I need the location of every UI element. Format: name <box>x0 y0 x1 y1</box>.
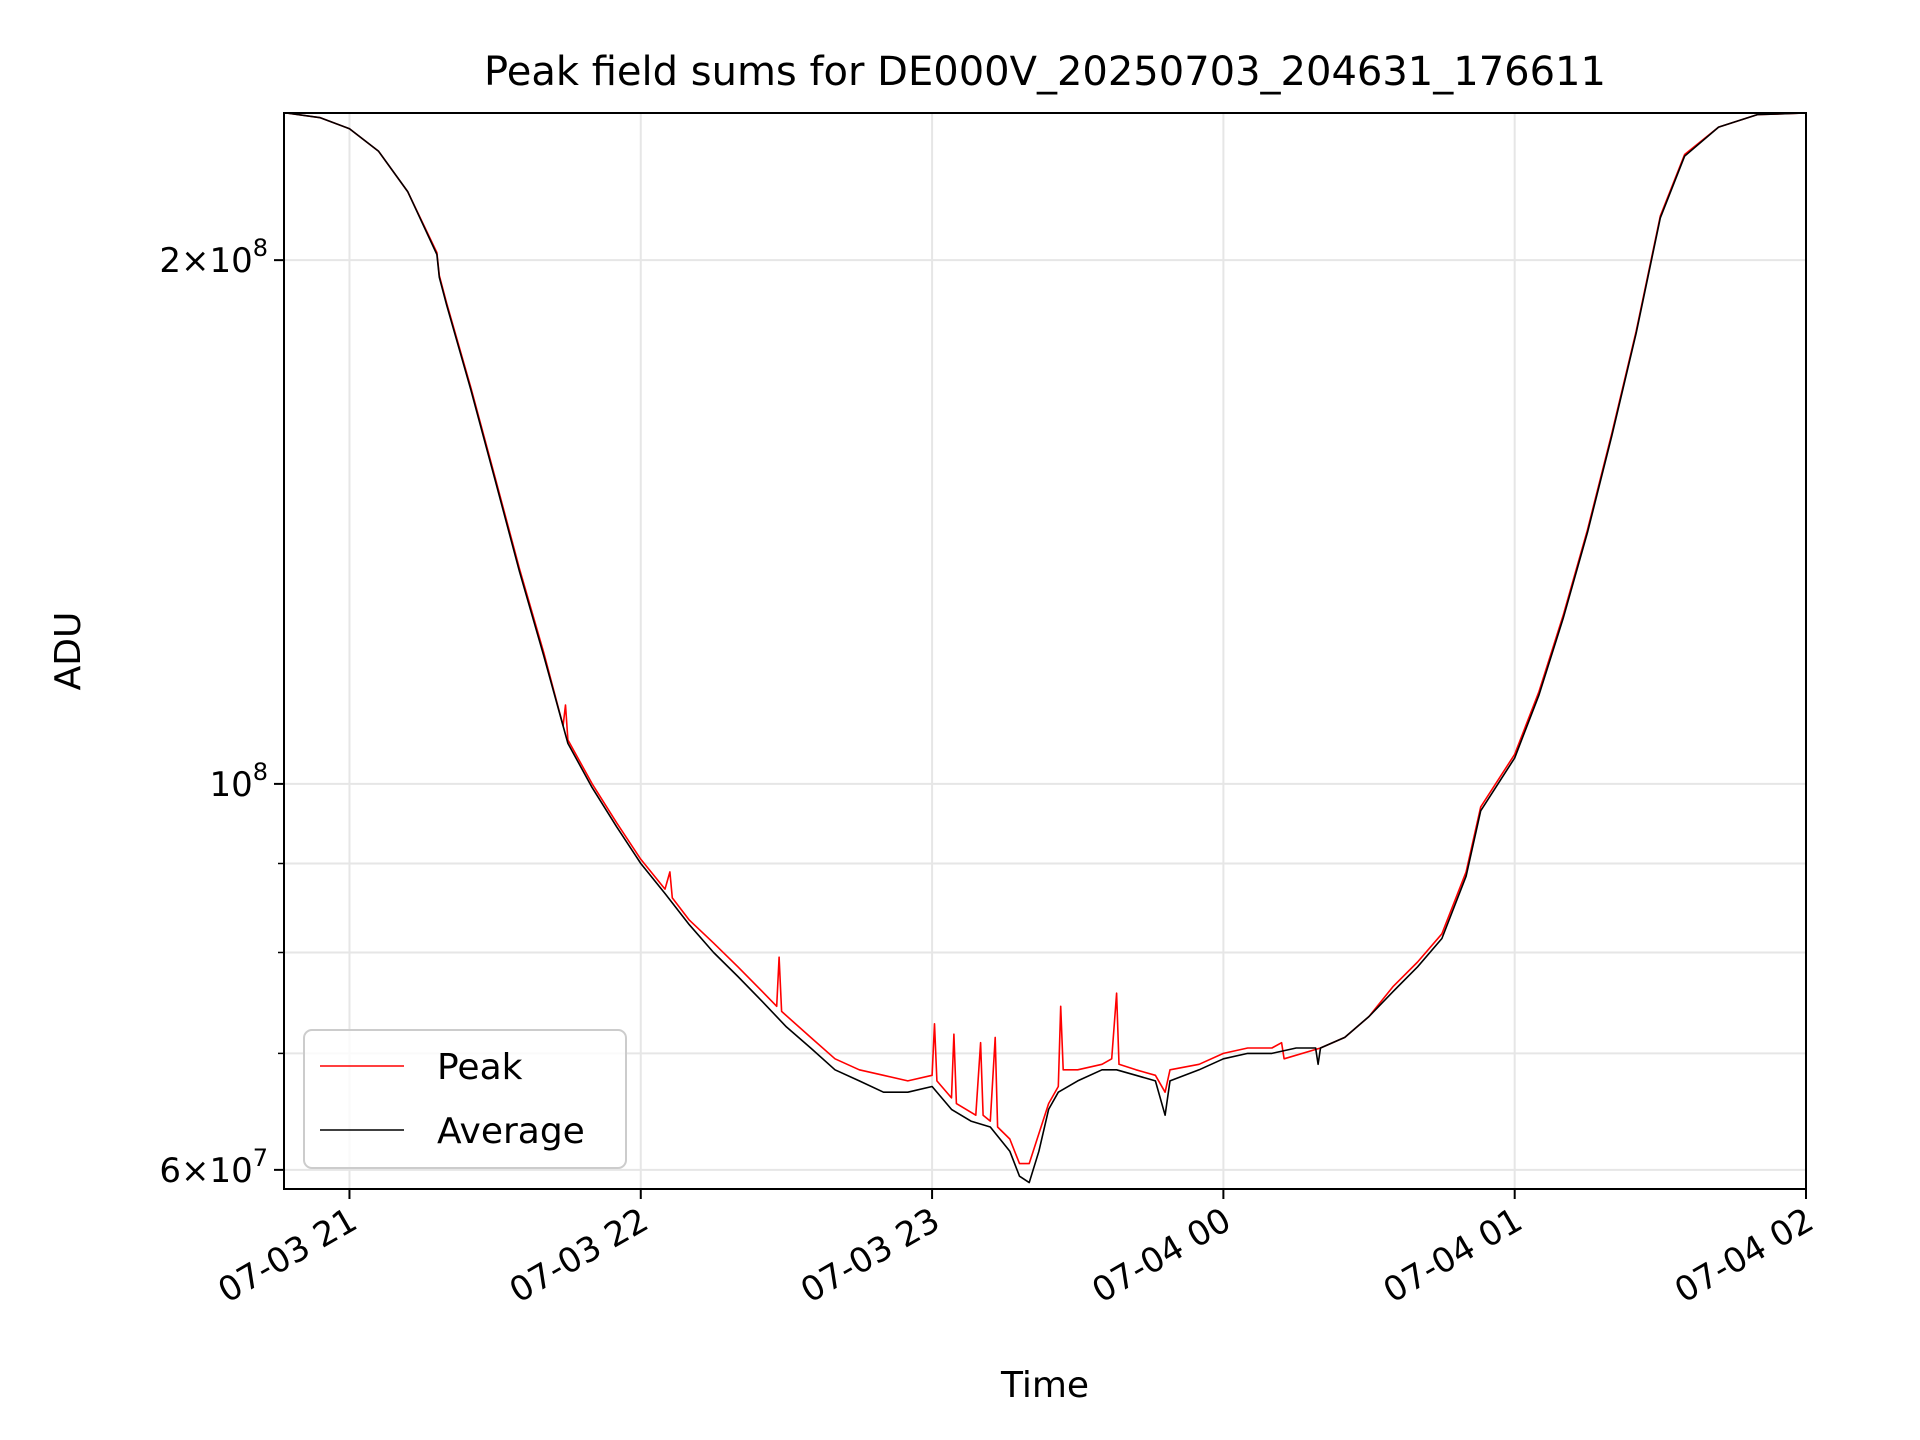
x-axis-label: Time <box>1000 1365 1089 1406</box>
legend-box <box>303 1029 627 1169</box>
series-line-average <box>286 112 1807 1184</box>
plot-frame <box>283 112 1807 1190</box>
legend-label-average: Average <box>437 1111 585 1152</box>
y-tick-label: 108 <box>209 758 268 805</box>
legend-label-peak: Peak <box>437 1047 523 1088</box>
y-axis-label: ADU <box>48 612 89 691</box>
series-line-peak <box>286 112 1807 1165</box>
legend: Peak Average <box>303 1029 627 1169</box>
y-tick-label: 2×108 <box>159 234 268 281</box>
chart-title: Peak field sums for DE000V_20250703_2046… <box>484 49 1606 95</box>
series-layer <box>286 112 1807 1184</box>
y-tick-label: 6×107 <box>159 1144 268 1191</box>
y-axis-ticks: 6×107 108 2×108 <box>159 234 284 1191</box>
